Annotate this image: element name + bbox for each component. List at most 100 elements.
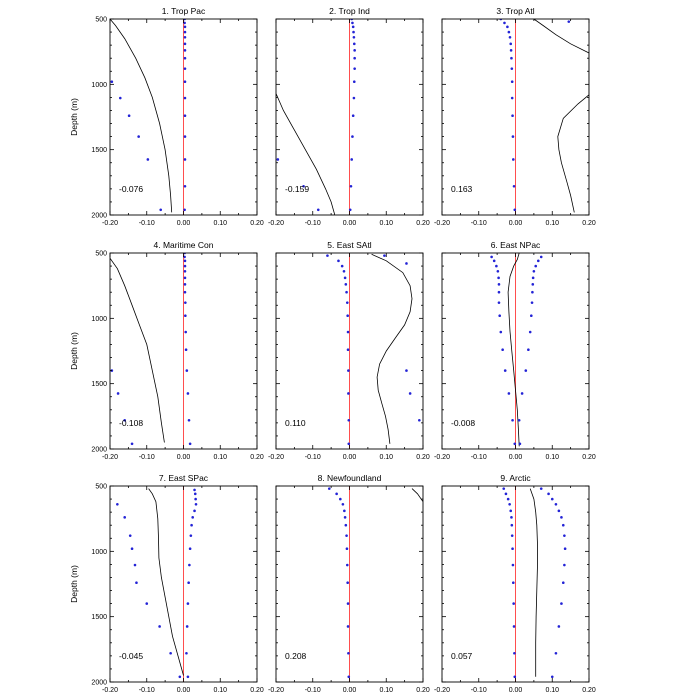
x-tick-label: 0.00 — [509, 454, 523, 461]
panel-title: 8. Newfoundland — [318, 473, 382, 483]
x-tick-label: 0.20 — [416, 454, 430, 461]
panel-title: 6. East NPac — [491, 240, 541, 250]
data-point — [557, 509, 561, 513]
data-point — [513, 675, 517, 679]
data-point — [347, 392, 350, 395]
data-point — [187, 418, 191, 422]
data-point — [188, 442, 192, 446]
data-point — [183, 114, 187, 117]
data-point — [536, 259, 540, 263]
data-point — [346, 602, 350, 605]
data-point — [506, 25, 509, 29]
y-axis-label: Depth (m) — [69, 565, 79, 603]
x-tick-label: 0.10 — [545, 454, 559, 461]
data-point — [353, 49, 356, 52]
x-tick-label: 0.10 — [379, 687, 393, 694]
data-point — [524, 369, 528, 372]
data-point — [185, 625, 189, 628]
profile-curve — [276, 93, 336, 215]
panel-data — [116, 488, 198, 679]
panel-title: 7. East SPac — [159, 473, 209, 483]
data-point — [183, 35, 187, 39]
data-point — [560, 602, 563, 605]
data-point — [498, 314, 501, 318]
data-point — [339, 497, 342, 501]
x-tick-label: -0.10 — [305, 687, 321, 694]
data-point — [510, 516, 513, 519]
x-tick-label: -0.10 — [305, 220, 321, 227]
data-point — [116, 502, 119, 506]
data-point — [510, 534, 514, 537]
data-point — [512, 184, 516, 188]
data-point — [554, 651, 558, 655]
panel-title: 2. Trop Ind — [329, 6, 370, 16]
data-point — [349, 184, 353, 188]
x-tick-label: -0.20 — [268, 220, 284, 227]
panel-annotation: 0.208 — [285, 651, 307, 661]
data-point — [554, 502, 558, 506]
data-point — [184, 314, 187, 318]
data-point — [352, 96, 356, 100]
profile-curve — [110, 257, 165, 443]
data-point — [186, 602, 190, 605]
data-point — [517, 418, 521, 422]
data-point — [351, 25, 355, 29]
y-tick-label: 1000 — [91, 549, 107, 556]
data-point — [193, 492, 197, 496]
data-point — [405, 369, 408, 372]
data-point — [345, 563, 349, 567]
data-point — [183, 42, 187, 46]
data-point — [346, 581, 349, 584]
data-point — [341, 502, 345, 506]
data-point — [531, 276, 535, 280]
panel-annotation: -0.045 — [119, 651, 143, 661]
profile-curve — [529, 488, 538, 677]
x-tick-label: -0.10 — [471, 220, 487, 227]
data-point — [123, 516, 126, 519]
data-point — [512, 625, 516, 628]
data-point — [146, 158, 150, 161]
x-tick-label: -0.10 — [471, 454, 487, 461]
x-tick-label: -0.20 — [434, 454, 450, 461]
x-tick-label: 0.10 — [545, 220, 559, 227]
panel-title: 4. Maritime Con — [154, 240, 214, 250]
y-tick-label: 1500 — [91, 381, 107, 388]
x-tick-label: -0.20 — [434, 220, 450, 227]
data-point — [191, 516, 194, 519]
x-tick-label: 0.00 — [509, 220, 523, 227]
x-tick-label: 0.20 — [582, 220, 596, 227]
x-tick-label: -0.20 — [434, 687, 450, 694]
data-point — [509, 42, 513, 46]
data-point — [188, 547, 192, 551]
data-point — [561, 581, 565, 584]
data-point — [183, 255, 186, 259]
data-point — [183, 290, 187, 294]
data-point — [530, 314, 533, 318]
x-tick-label: -0.10 — [471, 687, 487, 694]
data-point — [158, 625, 161, 628]
data-point — [513, 651, 516, 655]
data-point — [511, 547, 514, 551]
profile-curve — [533, 19, 589, 213]
panel-data — [276, 19, 356, 215]
y-tick-label: 1500 — [91, 147, 107, 154]
x-tick-label: 0.20 — [250, 687, 264, 694]
data-point — [534, 264, 538, 268]
data-point — [186, 675, 190, 679]
x-tick-label: 0.10 — [213, 687, 227, 694]
panel-data — [490, 253, 543, 447]
data-point — [503, 369, 507, 372]
data-point — [346, 625, 350, 628]
data-point — [188, 563, 191, 567]
panel-data — [326, 253, 421, 446]
data-point — [185, 369, 189, 372]
y-tick-label: 500 — [95, 251, 107, 258]
x-tick-label: 0.10 — [379, 454, 393, 461]
panel-data — [327, 487, 423, 679]
y-axis-label: Depth (m) — [69, 98, 79, 136]
data-point — [183, 158, 187, 161]
data-point — [405, 262, 408, 265]
x-tick-label: 0.20 — [250, 220, 264, 227]
panel-5: 5. East SAtl -0.20 -0.10 0.00 0.10 0.20 0.110 — [268, 240, 430, 461]
data-point — [557, 625, 561, 628]
